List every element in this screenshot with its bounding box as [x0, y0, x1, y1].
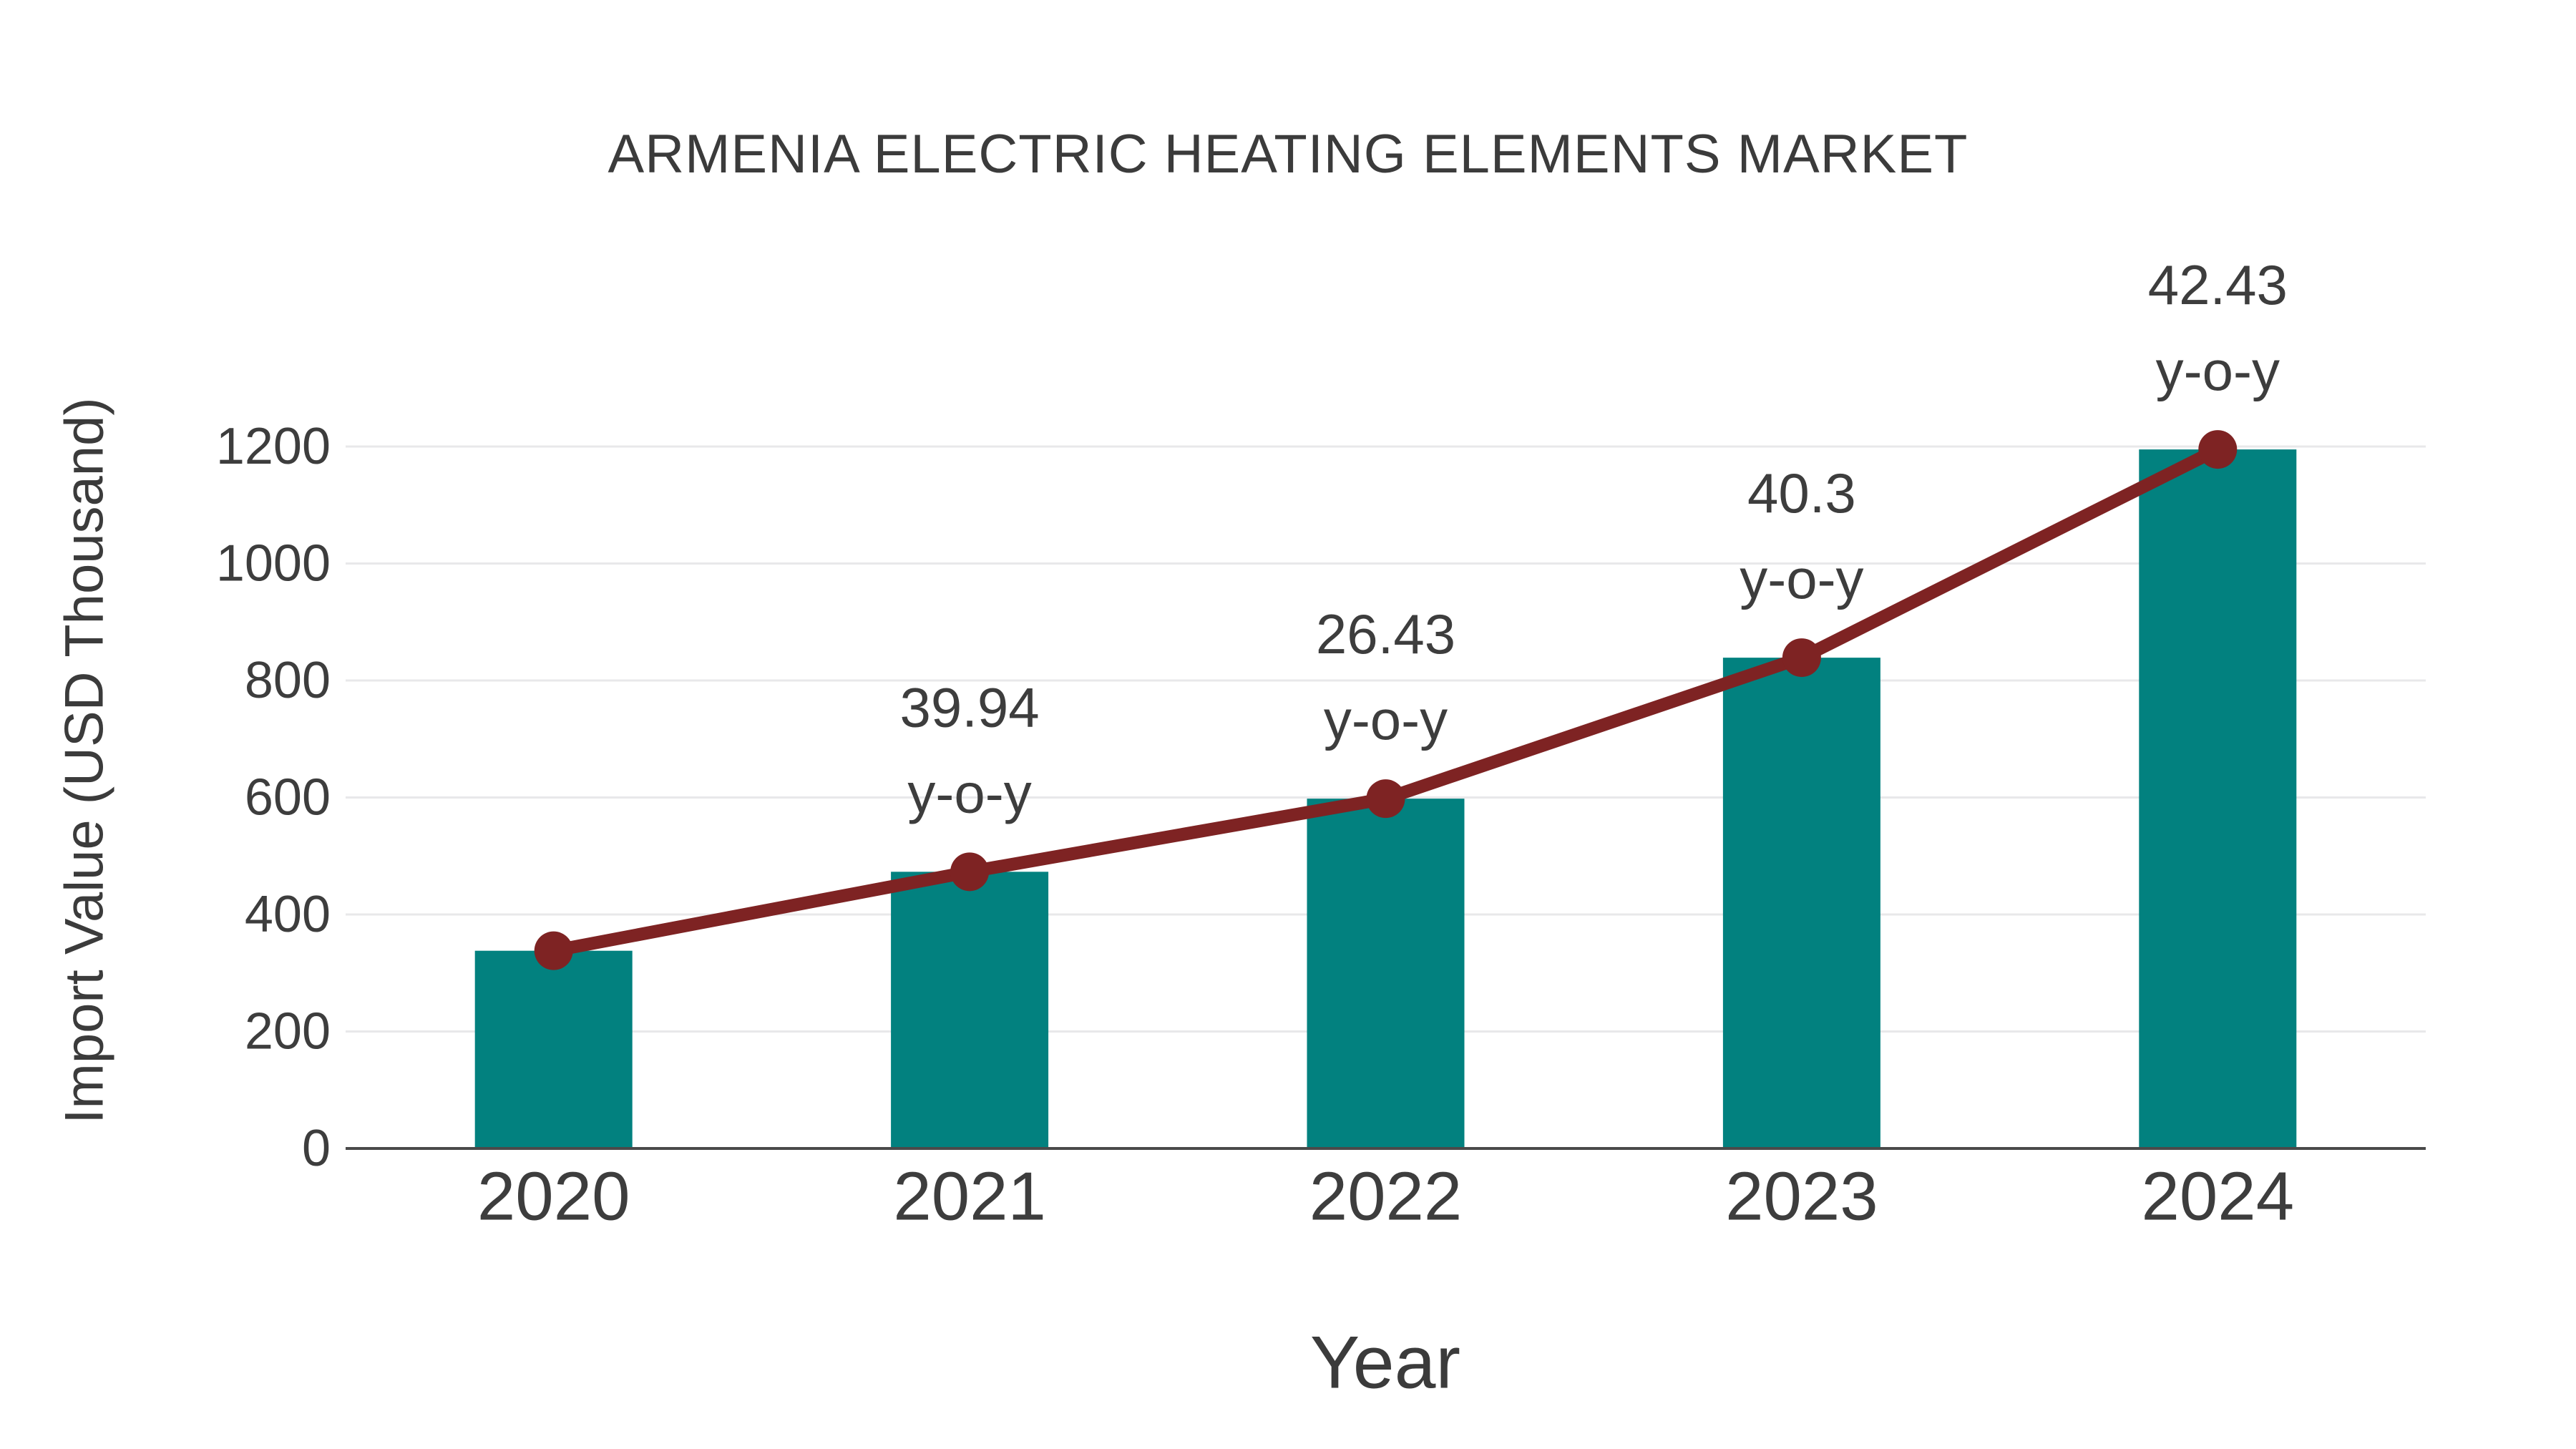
data-point-marker-2023	[1782, 638, 1821, 678]
y-tick-label: 1200	[216, 418, 331, 475]
annotation-suffix-2023: y-o-y	[1740, 547, 1863, 610]
annotation-value-2021: 39.94	[899, 675, 1039, 738]
x-axis-title: Year	[1309, 1321, 1461, 1405]
bar-2022	[1307, 799, 1465, 1148]
x-tick-label: 2022	[1309, 1158, 1463, 1235]
annotation-value-2022: 26.43	[1316, 602, 1455, 665]
y-tick-label: 600	[245, 769, 331, 826]
y-tick-label: 1000	[216, 535, 331, 592]
bar-2024	[2139, 449, 2297, 1148]
annotation-value-2024: 42.43	[2148, 253, 2288, 316]
bar-2020	[474, 950, 633, 1148]
y-tick-label: 400	[245, 886, 331, 943]
y-tick-label: 200	[245, 1003, 331, 1060]
x-tick-label: 2024	[2142, 1158, 2295, 1235]
annotation-suffix-2022: y-o-y	[1324, 688, 1448, 751]
x-tick-label: 2020	[477, 1158, 630, 1235]
bar-2021	[891, 872, 1049, 1148]
annotation-value-2023: 40.3	[1747, 462, 1856, 525]
annotation-suffix-2024: y-o-y	[2156, 339, 2280, 402]
data-point-marker-2022	[1366, 779, 1405, 819]
bar-2023	[1722, 658, 1880, 1148]
x-tick-label: 2023	[1725, 1158, 1878, 1235]
data-point-marker-2020	[534, 931, 573, 970]
y-tick-label: 0	[302, 1120, 331, 1177]
annotation-suffix-2021: y-o-y	[907, 761, 1031, 824]
data-point-marker-2024	[2198, 430, 2238, 469]
y-tick-label: 800	[245, 652, 331, 709]
data-point-marker-2021	[950, 852, 990, 892]
chart-title: ARMENIA ELECTRIC HEATING ELEMENTS MARKET	[608, 124, 1968, 185]
x-tick-label: 2021	[893, 1158, 1046, 1235]
